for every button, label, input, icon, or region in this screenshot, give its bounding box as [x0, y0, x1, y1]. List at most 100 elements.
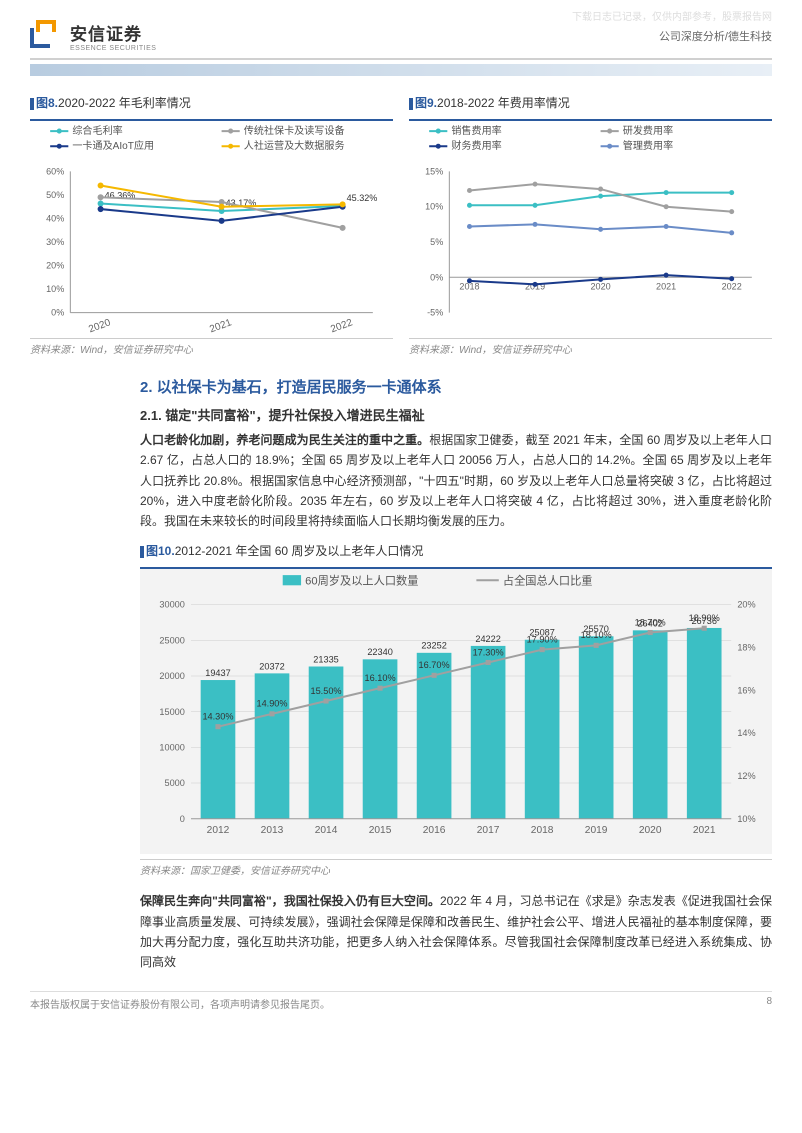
svg-text:20%: 20%	[737, 599, 755, 609]
svg-text:20%: 20%	[46, 261, 64, 271]
svg-text:研发费用率: 研发费用率	[623, 124, 673, 137]
chart8-figno: 图8.	[36, 96, 58, 110]
chart9-figno: 图9.	[415, 96, 437, 110]
chart9-box: 图9.2018-2022 年费用率情况 销售费用率 研发费用率财务费用率 管理费用率…	[409, 94, 772, 356]
svg-text:2018: 2018	[531, 825, 554, 836]
header-right: 公司深度分析/德生科技	[659, 28, 772, 44]
footer-page-number: 8	[766, 996, 772, 1011]
svg-text:5%: 5%	[430, 237, 443, 247]
svg-text:16%: 16%	[737, 685, 755, 695]
svg-text:2020: 2020	[87, 317, 112, 333]
svg-text:22340: 22340	[367, 647, 392, 657]
svg-text:2021: 2021	[693, 825, 716, 836]
svg-text:2017: 2017	[477, 825, 500, 836]
svg-text:14.30%: 14.30%	[202, 711, 233, 721]
svg-text:21335: 21335	[313, 654, 338, 664]
chart10-figno: 图10.	[146, 544, 175, 558]
svg-text:10%: 10%	[737, 813, 755, 823]
logo: 安信证券 ESSENCE SECURITIES	[30, 20, 156, 52]
footer-left: 本报告版权属于安信证券股份有限公司，各项声明请参见报告尾页。	[30, 996, 330, 1011]
chart9-source: 资料来源：Wind，安信证券研究中心	[409, 338, 772, 356]
svg-text:16.70%: 16.70%	[419, 660, 450, 670]
svg-text:10%: 10%	[425, 202, 443, 212]
svg-text:40%: 40%	[46, 213, 64, 223]
page-footer: 本报告版权属于安信证券股份有限公司，各项声明请参见报告尾页。 8	[30, 991, 772, 1011]
svg-text:20372: 20372	[259, 661, 284, 671]
page: 下载日志已记录，仅供内部参考，股票报告网 安信证券 ESSENCE SECURI…	[0, 0, 802, 1023]
header-accent-bar	[30, 64, 772, 76]
svg-text:50%: 50%	[46, 190, 64, 200]
svg-text:销售费用率: 销售费用率	[451, 124, 501, 137]
chart8-title: 2020-2022 年毛利率情况	[58, 96, 191, 110]
svg-text:2022: 2022	[722, 281, 742, 291]
para-1-body: 根据国家卫健委，截至 2021 年末，全国 60 周岁及以上老年人口 2.67 …	[140, 433, 772, 529]
svg-text:2015: 2015	[369, 825, 392, 836]
svg-text:18.10%: 18.10%	[581, 630, 612, 640]
para-1-bold: 人口老龄化加剧，养老问题成为民生关注的重中之重。	[140, 433, 429, 447]
svg-text:17.90%: 17.90%	[527, 634, 558, 644]
svg-text:综合毛利率: 综合毛利率	[72, 124, 122, 137]
svg-text:19437: 19437	[205, 668, 230, 678]
svg-text:17.30%: 17.30%	[473, 647, 504, 657]
svg-text:财务费用率: 财务费用率	[451, 139, 501, 152]
svg-text:15000: 15000	[159, 706, 184, 716]
section-2-h2: 2. 以社保卡为基石，打造居民服务一卡通体系	[140, 376, 772, 397]
svg-text:2021: 2021	[208, 317, 233, 333]
svg-text:30%: 30%	[46, 237, 64, 247]
svg-text:18.90%: 18.90%	[689, 613, 720, 623]
chart10-title: 2012-2021 年全国 60 周岁及以上老年人口情况	[175, 544, 424, 558]
chart8-box: 图8.2020-2022 年毛利率情况 综合毛利率 传统社保卡及读写设备一卡通及A…	[30, 94, 393, 356]
svg-text:2020: 2020	[590, 281, 610, 291]
svg-text:10%: 10%	[46, 284, 64, 294]
svg-text:2020: 2020	[639, 825, 662, 836]
svg-text:2016: 2016	[423, 825, 446, 836]
logo-icon	[30, 20, 62, 52]
svg-text:45.32%: 45.32%	[347, 193, 378, 203]
svg-text:传统社保卡及读写设备: 传统社保卡及读写设备	[244, 124, 345, 137]
svg-text:20000: 20000	[159, 671, 184, 681]
svg-text:2021: 2021	[656, 281, 676, 291]
company-name-cn: 安信证券	[70, 20, 156, 45]
svg-text:2022: 2022	[329, 317, 354, 333]
svg-text:60周岁及以上人口数量: 60周岁及以上人口数量	[305, 573, 418, 587]
svg-text:30000: 30000	[159, 599, 184, 609]
chart8-source: 资料来源：Wind，安信证券研究中心	[30, 338, 393, 356]
svg-text:24222: 24222	[475, 634, 500, 644]
report-header: 安信证券 ESSENCE SECURITIES 公司深度分析/德生科技	[30, 20, 772, 60]
chart8-svg: 综合毛利率 传统社保卡及读写设备一卡通及AIoT应用 人社运营及大数据服务 0% 10…	[30, 119, 393, 333]
svg-text:-5%: -5%	[427, 308, 443, 318]
chart9-title: 2018-2022 年费用率情况	[437, 96, 570, 110]
svg-text:16.10%: 16.10%	[365, 673, 396, 683]
body-content: 2. 以社保卡为基石，打造居民服务一卡通体系 2.1. 锚定"共同富裕"，提升社…	[30, 376, 772, 973]
svg-text:60%: 60%	[46, 166, 64, 176]
svg-text:0%: 0%	[51, 308, 64, 318]
section-21-h3: 2.1. 锚定"共同富裕"，提升社保投入增进民生福祉	[140, 405, 772, 424]
chart10-svg: 60周岁及以上人口数量 占全国总人口比重 0 5000 10000 15000 20000…	[140, 567, 772, 854]
svg-text:10000: 10000	[159, 742, 184, 752]
svg-text:14%: 14%	[737, 728, 755, 738]
svg-text:15%: 15%	[425, 166, 443, 176]
svg-text:2012: 2012	[207, 825, 230, 836]
chart9-svg: 销售费用率研发费用率财务费用率管理费用率 -5%0%5%10%15%201820…	[409, 119, 772, 333]
logo-text: 安信证券 ESSENCE SECURITIES	[70, 20, 156, 52]
para-2: 保障民生奔向"共同富裕"，我国社保投入仍有巨大空间。2022 年 4 月，习总书…	[140, 891, 772, 973]
svg-text:0: 0	[180, 813, 185, 823]
svg-text:2014: 2014	[315, 825, 338, 836]
svg-text:人社运营及大数据服务: 人社运营及大数据服务	[244, 139, 345, 152]
svg-text:2019: 2019	[585, 825, 608, 836]
para-1: 人口老龄化加剧，养老问题成为民生关注的重中之重。根据国家卫健委，截至 2021 …	[140, 430, 772, 532]
svg-text:5000: 5000	[164, 778, 184, 788]
svg-text:占全国总人口比重: 占全国总人口比重	[503, 573, 593, 587]
svg-text:管理费用率: 管理费用率	[623, 139, 673, 152]
svg-text:25000: 25000	[159, 635, 184, 645]
watermark-text: 下载日志已记录，仅供内部参考，股票报告网	[572, 8, 772, 23]
svg-text:18.70%: 18.70%	[635, 617, 666, 627]
svg-text:2013: 2013	[261, 825, 284, 836]
svg-text:18%: 18%	[737, 642, 755, 652]
svg-text:23252: 23252	[421, 640, 446, 650]
chart-row-top: 图8.2020-2022 年毛利率情况 综合毛利率 传统社保卡及读写设备一卡通及A…	[30, 94, 772, 356]
para-2-bold: 保障民生奔向"共同富裕"，我国社保投入仍有巨大空间。	[140, 894, 440, 908]
svg-text:14.90%: 14.90%	[256, 698, 287, 708]
svg-text:12%: 12%	[737, 771, 755, 781]
svg-text:一卡通及AIoT应用: 一卡通及AIoT应用	[72, 139, 154, 152]
